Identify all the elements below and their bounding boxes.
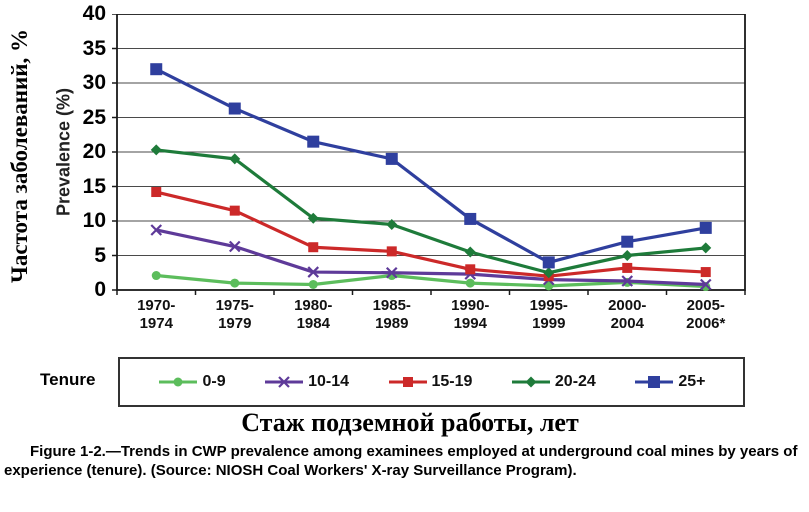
y-tick-label: 5 xyxy=(94,243,106,267)
y-axis-title-russian: Частота заболеваний, % xyxy=(7,28,32,284)
legend-item: 10-14 xyxy=(263,373,349,391)
legend-item: 20-24 xyxy=(510,373,596,391)
legend-swatch-20-24 xyxy=(511,376,550,388)
legend-item: 15-19 xyxy=(387,373,473,391)
chart-plot xyxy=(112,14,746,295)
x-tick-label: 1970- 1974 xyxy=(137,297,176,332)
figure-caption: Figure 1-2.—Trends in CWP prevalence amo… xyxy=(4,443,798,479)
y-tick-label: 0 xyxy=(94,278,106,301)
y-tick-label: 35 xyxy=(82,36,106,60)
x-tick-label: 1980- 1984 xyxy=(294,297,333,332)
x-tick-label: 1995- 1999 xyxy=(529,297,568,332)
legend-label: 20-24 xyxy=(554,373,596,390)
legend-swatch-15-19 xyxy=(388,377,427,387)
y-tick-label: 15 xyxy=(82,174,106,198)
legend-label: 0-9 xyxy=(202,373,226,390)
x-tick-label: 2000- 2004 xyxy=(608,297,647,332)
legend-item: 25+ xyxy=(633,373,705,391)
y-tick-label: 25 xyxy=(82,105,106,129)
x-tick-label: 2005- 2006* xyxy=(686,297,726,332)
x-axis-title-russian: Стаж подземной работы, лет xyxy=(241,408,579,437)
legend-box: 0-9 10-14 15-19 20-24 25+ xyxy=(118,357,745,407)
legend-title: Tenure xyxy=(40,370,96,389)
x-tick-label: 1985- 1989 xyxy=(372,297,411,332)
legend-swatch-0-9 xyxy=(159,377,198,387)
x-tick-label: 1990- 1994 xyxy=(451,297,490,332)
legend-label: 10-14 xyxy=(308,373,350,390)
legend-swatch-25plus xyxy=(635,376,674,388)
legend-item: 0-9 xyxy=(157,373,226,391)
y-tick-label: 20 xyxy=(82,140,106,163)
y-tick-label: 40 xyxy=(82,2,106,25)
legend-label: 25+ xyxy=(678,373,706,390)
legend-label: 15-19 xyxy=(431,373,473,390)
x-tick-label: 1975- 1979 xyxy=(215,297,254,332)
y-tick-label: 30 xyxy=(82,71,106,94)
y-tick-label: 10 xyxy=(82,209,106,232)
legend-swatch-10-14 xyxy=(265,376,304,388)
